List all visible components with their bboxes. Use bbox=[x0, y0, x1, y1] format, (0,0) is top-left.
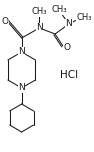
Text: N: N bbox=[18, 83, 25, 93]
Text: N: N bbox=[65, 19, 72, 29]
Text: O: O bbox=[1, 17, 8, 26]
Text: O: O bbox=[63, 43, 70, 52]
Text: HCl: HCl bbox=[60, 70, 78, 80]
Text: CH₃: CH₃ bbox=[32, 7, 47, 17]
Text: CH₃: CH₃ bbox=[77, 14, 92, 22]
Text: N: N bbox=[36, 24, 43, 33]
Text: N: N bbox=[18, 47, 25, 57]
Text: CH₃: CH₃ bbox=[51, 5, 67, 14]
